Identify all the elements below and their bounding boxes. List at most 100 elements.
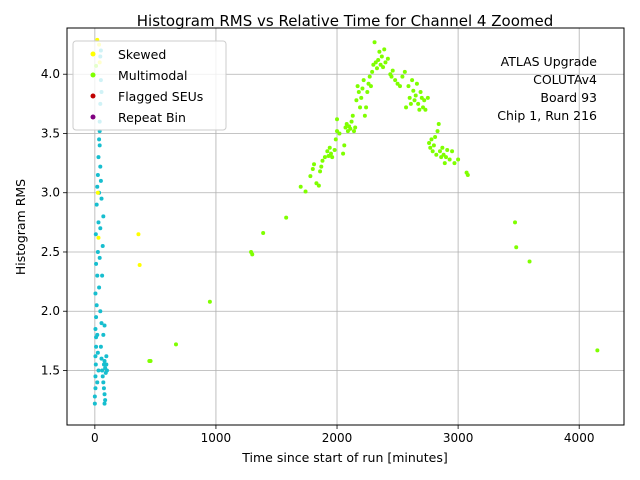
- data-point: [95, 172, 100, 177]
- data-point: [361, 78, 366, 83]
- data-point: [100, 374, 105, 379]
- data-point: [527, 259, 532, 264]
- legend-marker: [90, 51, 96, 57]
- data-point: [207, 299, 212, 304]
- data-point: [367, 74, 372, 79]
- data-point: [333, 137, 338, 142]
- data-point: [97, 255, 102, 260]
- data-point: [514, 245, 519, 250]
- y-tick-label: 4.0: [41, 67, 60, 81]
- data-point: [97, 137, 102, 142]
- data-point: [319, 164, 324, 169]
- series-1: [94, 40, 600, 364]
- data-point: [102, 323, 107, 328]
- y-tick-label: 2.5: [41, 245, 60, 259]
- data-point: [101, 332, 106, 337]
- data-point: [377, 49, 382, 54]
- data-point: [102, 359, 107, 364]
- y-tick-label: 2.0: [41, 304, 60, 318]
- data-point: [93, 362, 98, 367]
- data-point: [92, 394, 97, 399]
- data-point: [97, 143, 102, 148]
- data-point: [100, 244, 105, 249]
- data-point: [397, 84, 402, 89]
- data-point: [427, 140, 432, 145]
- y-tick-label: 3.0: [41, 186, 60, 200]
- data-point: [95, 350, 100, 355]
- data-point: [250, 252, 255, 257]
- data-point: [330, 155, 335, 160]
- data-point: [389, 74, 394, 79]
- data-point: [148, 359, 153, 364]
- y-axis-label: Histogram RMS: [13, 179, 28, 275]
- chart-title: Histogram RMS vs Relative Time for Chann…: [137, 12, 553, 30]
- data-point: [434, 152, 439, 157]
- data-point: [379, 54, 384, 59]
- data-point: [353, 125, 358, 130]
- data-point: [406, 84, 411, 89]
- annotation-line: COLUTAv4: [533, 72, 597, 87]
- data-point: [383, 60, 388, 65]
- data-point: [261, 231, 266, 236]
- data-point: [95, 184, 100, 189]
- data-point: [450, 149, 455, 154]
- data-point: [410, 78, 415, 83]
- data-point: [440, 145, 445, 150]
- data-point: [425, 95, 430, 100]
- data-point: [95, 332, 100, 337]
- data-point: [360, 86, 365, 91]
- data-point: [312, 162, 317, 167]
- data-point: [103, 398, 108, 403]
- data-point: [358, 105, 363, 110]
- data-point: [102, 392, 107, 397]
- data-point: [408, 101, 413, 106]
- data-point: [99, 356, 104, 361]
- x-axis-label: Time since start of run [minutes]: [241, 450, 447, 465]
- data-point: [98, 309, 103, 314]
- data-point: [94, 303, 99, 308]
- data-point: [99, 321, 104, 326]
- data-point: [351, 129, 356, 134]
- data-point: [320, 158, 325, 163]
- data-point: [97, 285, 102, 290]
- y-tick-label: 3.5: [41, 126, 60, 140]
- data-point: [98, 164, 103, 169]
- legend-marker: [90, 72, 96, 78]
- x-tick-label: 2000: [322, 431, 353, 445]
- data-point: [96, 220, 101, 225]
- data-point: [98, 178, 103, 183]
- data-point: [442, 161, 447, 166]
- data-point: [350, 113, 355, 118]
- data-point: [337, 131, 342, 136]
- data-point: [411, 88, 416, 93]
- data-point: [96, 368, 101, 373]
- data-point: [99, 196, 104, 201]
- data-point: [595, 348, 600, 353]
- data-point: [416, 101, 421, 106]
- data-point: [316, 183, 321, 188]
- data-point: [385, 56, 390, 61]
- data-point: [513, 220, 518, 225]
- data-point: [93, 232, 98, 237]
- data-point: [431, 143, 436, 148]
- data-point: [95, 190, 100, 195]
- data-point: [447, 157, 452, 162]
- data-point: [101, 386, 106, 391]
- data-point: [94, 202, 99, 207]
- data-point: [362, 113, 367, 118]
- data-point: [359, 95, 364, 100]
- data-point: [418, 89, 423, 94]
- data-point: [95, 380, 100, 385]
- data-point: [374, 66, 379, 71]
- data-point: [429, 137, 434, 142]
- data-point: [381, 65, 386, 70]
- data-point: [335, 117, 340, 122]
- data-point: [400, 74, 405, 79]
- y-tick-label: 1.5: [41, 363, 60, 377]
- data-point: [92, 401, 97, 406]
- x-tick-label: 0: [91, 431, 99, 445]
- data-point: [422, 98, 427, 103]
- legend-box: [72, 40, 227, 131]
- legend-entry: Repeat Bin: [118, 110, 186, 125]
